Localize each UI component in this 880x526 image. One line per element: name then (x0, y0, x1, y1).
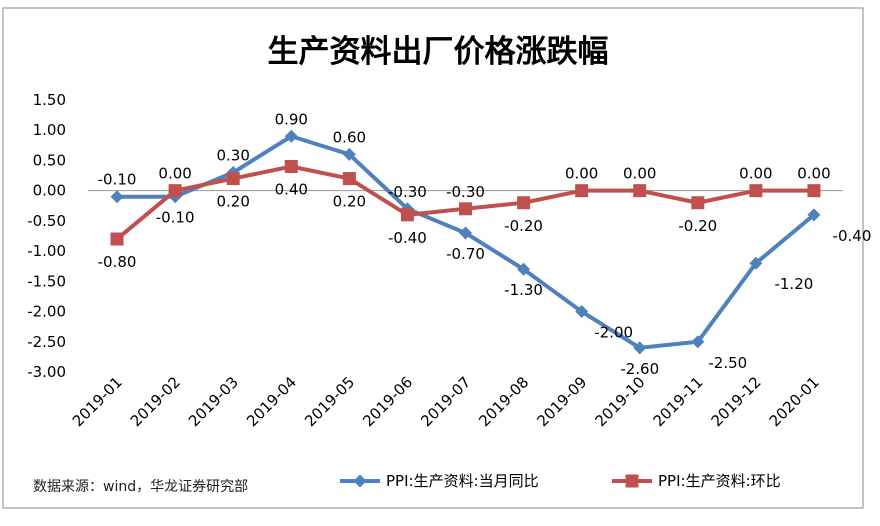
data-point-diamond (749, 256, 763, 270)
data-point-diamond (284, 129, 298, 143)
data-label: -0.10 (156, 209, 195, 227)
data-point-square (342, 172, 356, 186)
data-point-square (110, 232, 124, 246)
data-labels: -0.10 -0.10 0.30 0.90 0.60 -0.30 -0.70 -1.30 -2.… (98, 110, 872, 378)
y-axis-ticks: 1.50 1.00 0.50 0.00 -0.50 -1.00 -1.50 -2.00 -2.5… (27, 91, 66, 381)
data-point-diamond (342, 147, 356, 161)
legend-label: PPI:生产资料:环比 (658, 472, 781, 490)
data-label: 0.60 (333, 128, 366, 146)
data-point-square (691, 196, 705, 210)
data-point-square (517, 196, 531, 210)
data-point-square (749, 184, 763, 198)
data-label: 0.90 (275, 110, 308, 128)
data-point-diamond (807, 208, 821, 222)
data-point-square (575, 184, 589, 198)
data-point-diamond (459, 226, 472, 240)
data-label: -1.30 (504, 281, 543, 299)
y-tick-label: -2.00 (27, 303, 66, 321)
data-point-square (807, 184, 821, 198)
data-label: -0.80 (98, 253, 137, 271)
data-label: -2.50 (708, 354, 747, 372)
legend-marker-diamond (353, 474, 367, 488)
data-point-square (400, 208, 414, 222)
y-tick-label: 0.50 (33, 151, 66, 169)
y-tick-label: -1.00 (27, 242, 66, 260)
data-point-diamond (691, 335, 705, 349)
data-label: -0.30 (388, 183, 427, 201)
data-label: 0.00 (158, 165, 191, 183)
data-label: -2.00 (594, 324, 633, 342)
y-tick-label: 1.50 (33, 91, 66, 109)
data-point-diamond (575, 305, 589, 319)
data-point-diamond (633, 341, 647, 355)
data-label: -0.40 (388, 229, 427, 247)
data-point-square (168, 184, 182, 198)
y-tick-label: -2.50 (27, 333, 66, 351)
chart-border (2, 7, 864, 509)
data-point-square (459, 202, 472, 216)
y-tick-label: -0.50 (27, 212, 66, 230)
y-tick-label: 1.00 (33, 121, 66, 139)
data-label: -0.70 (446, 245, 485, 263)
series-layer (110, 129, 821, 355)
data-point-square (226, 172, 240, 186)
data-label: -0.40 (833, 227, 872, 245)
data-label: -1.20 (774, 275, 813, 293)
data-point-diamond (517, 262, 531, 276)
legend-label: PPI:生产资料:当月同比 (386, 472, 539, 490)
data-point-square (633, 184, 647, 198)
data-point-square (284, 159, 298, 173)
data-label: 0.40 (275, 180, 308, 198)
data-point-diamond (110, 190, 124, 204)
data-label: -0.10 (98, 171, 137, 189)
data-label: 0.00 (739, 165, 772, 183)
data-label: -0.20 (504, 217, 543, 235)
y-tick-label: -1.50 (27, 272, 66, 290)
chart-title: 生产资料出厂价格涨跌幅 (268, 34, 609, 70)
source-note: 数据来源：wind，华龙证券研究部 (33, 479, 248, 495)
data-label: 0.30 (216, 147, 249, 165)
data-label: -0.30 (446, 183, 485, 201)
data-label: 0.00 (797, 165, 830, 183)
y-tick-label: 0.00 (33, 182, 66, 200)
data-label: -2.60 (620, 360, 659, 378)
data-label: 0.20 (216, 193, 249, 211)
data-label: 0.20 (333, 193, 366, 211)
legend-marker-square (625, 474, 639, 488)
data-label: -0.20 (678, 217, 717, 235)
data-label: 0.00 (623, 165, 656, 183)
legend: PPI:生产资料:当月同比 PPI:生产资料:环比 (340, 472, 781, 490)
data-label: 0.00 (565, 165, 598, 183)
y-tick-label: -3.00 (27, 363, 66, 381)
